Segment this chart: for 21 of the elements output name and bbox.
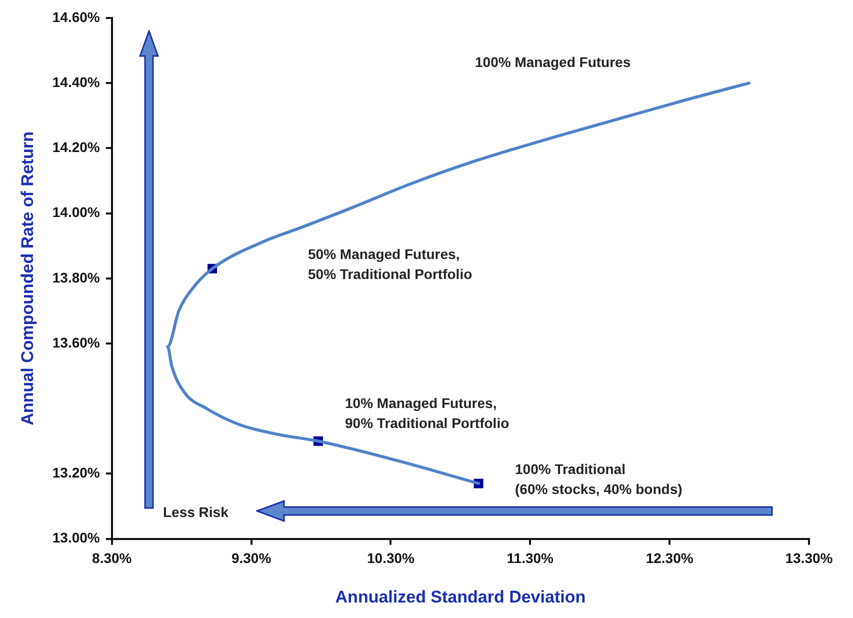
y-tick-label: 13.20% <box>52 464 100 481</box>
annotation: Less Risk <box>163 503 228 522</box>
y-tick-label: 14.40% <box>52 74 100 90</box>
x-tick-label: 12.30% <box>646 550 694 566</box>
annotation: 10% Managed Futures, 90% Traditional Portfolio <box>345 394 510 433</box>
x-tick-label: 8.30% <box>92 550 132 566</box>
y-axis-title: Annual Compounded Rate of Return <box>18 132 37 426</box>
x-tick-label: 10.30% <box>366 550 416 566</box>
annotation: 100% Traditional (60% stocks, 40% bonds) <box>515 460 682 499</box>
y-tick-label: 13.60% <box>52 334 100 350</box>
x-tick-label: 11.30% <box>506 550 554 566</box>
annotation: 100% Managed Futures <box>475 53 631 72</box>
y-tick-label: 13.80% <box>52 269 100 286</box>
y-tick-label: 14.00% <box>52 204 100 220</box>
y-tick-label: 13.00% <box>52 530 100 546</box>
y-tick-label: 14.20% <box>52 139 100 156</box>
annotation: 50% Managed Futures, 50% Traditional Portfolio <box>308 245 472 284</box>
x-tick-label: 13.30% <box>785 550 834 566</box>
x-tick-label: 9.30% <box>231 550 272 566</box>
y-tick-label: 14.60% <box>52 8 100 25</box>
x-axis-title: Annualized Standard Deviation <box>335 587 586 606</box>
